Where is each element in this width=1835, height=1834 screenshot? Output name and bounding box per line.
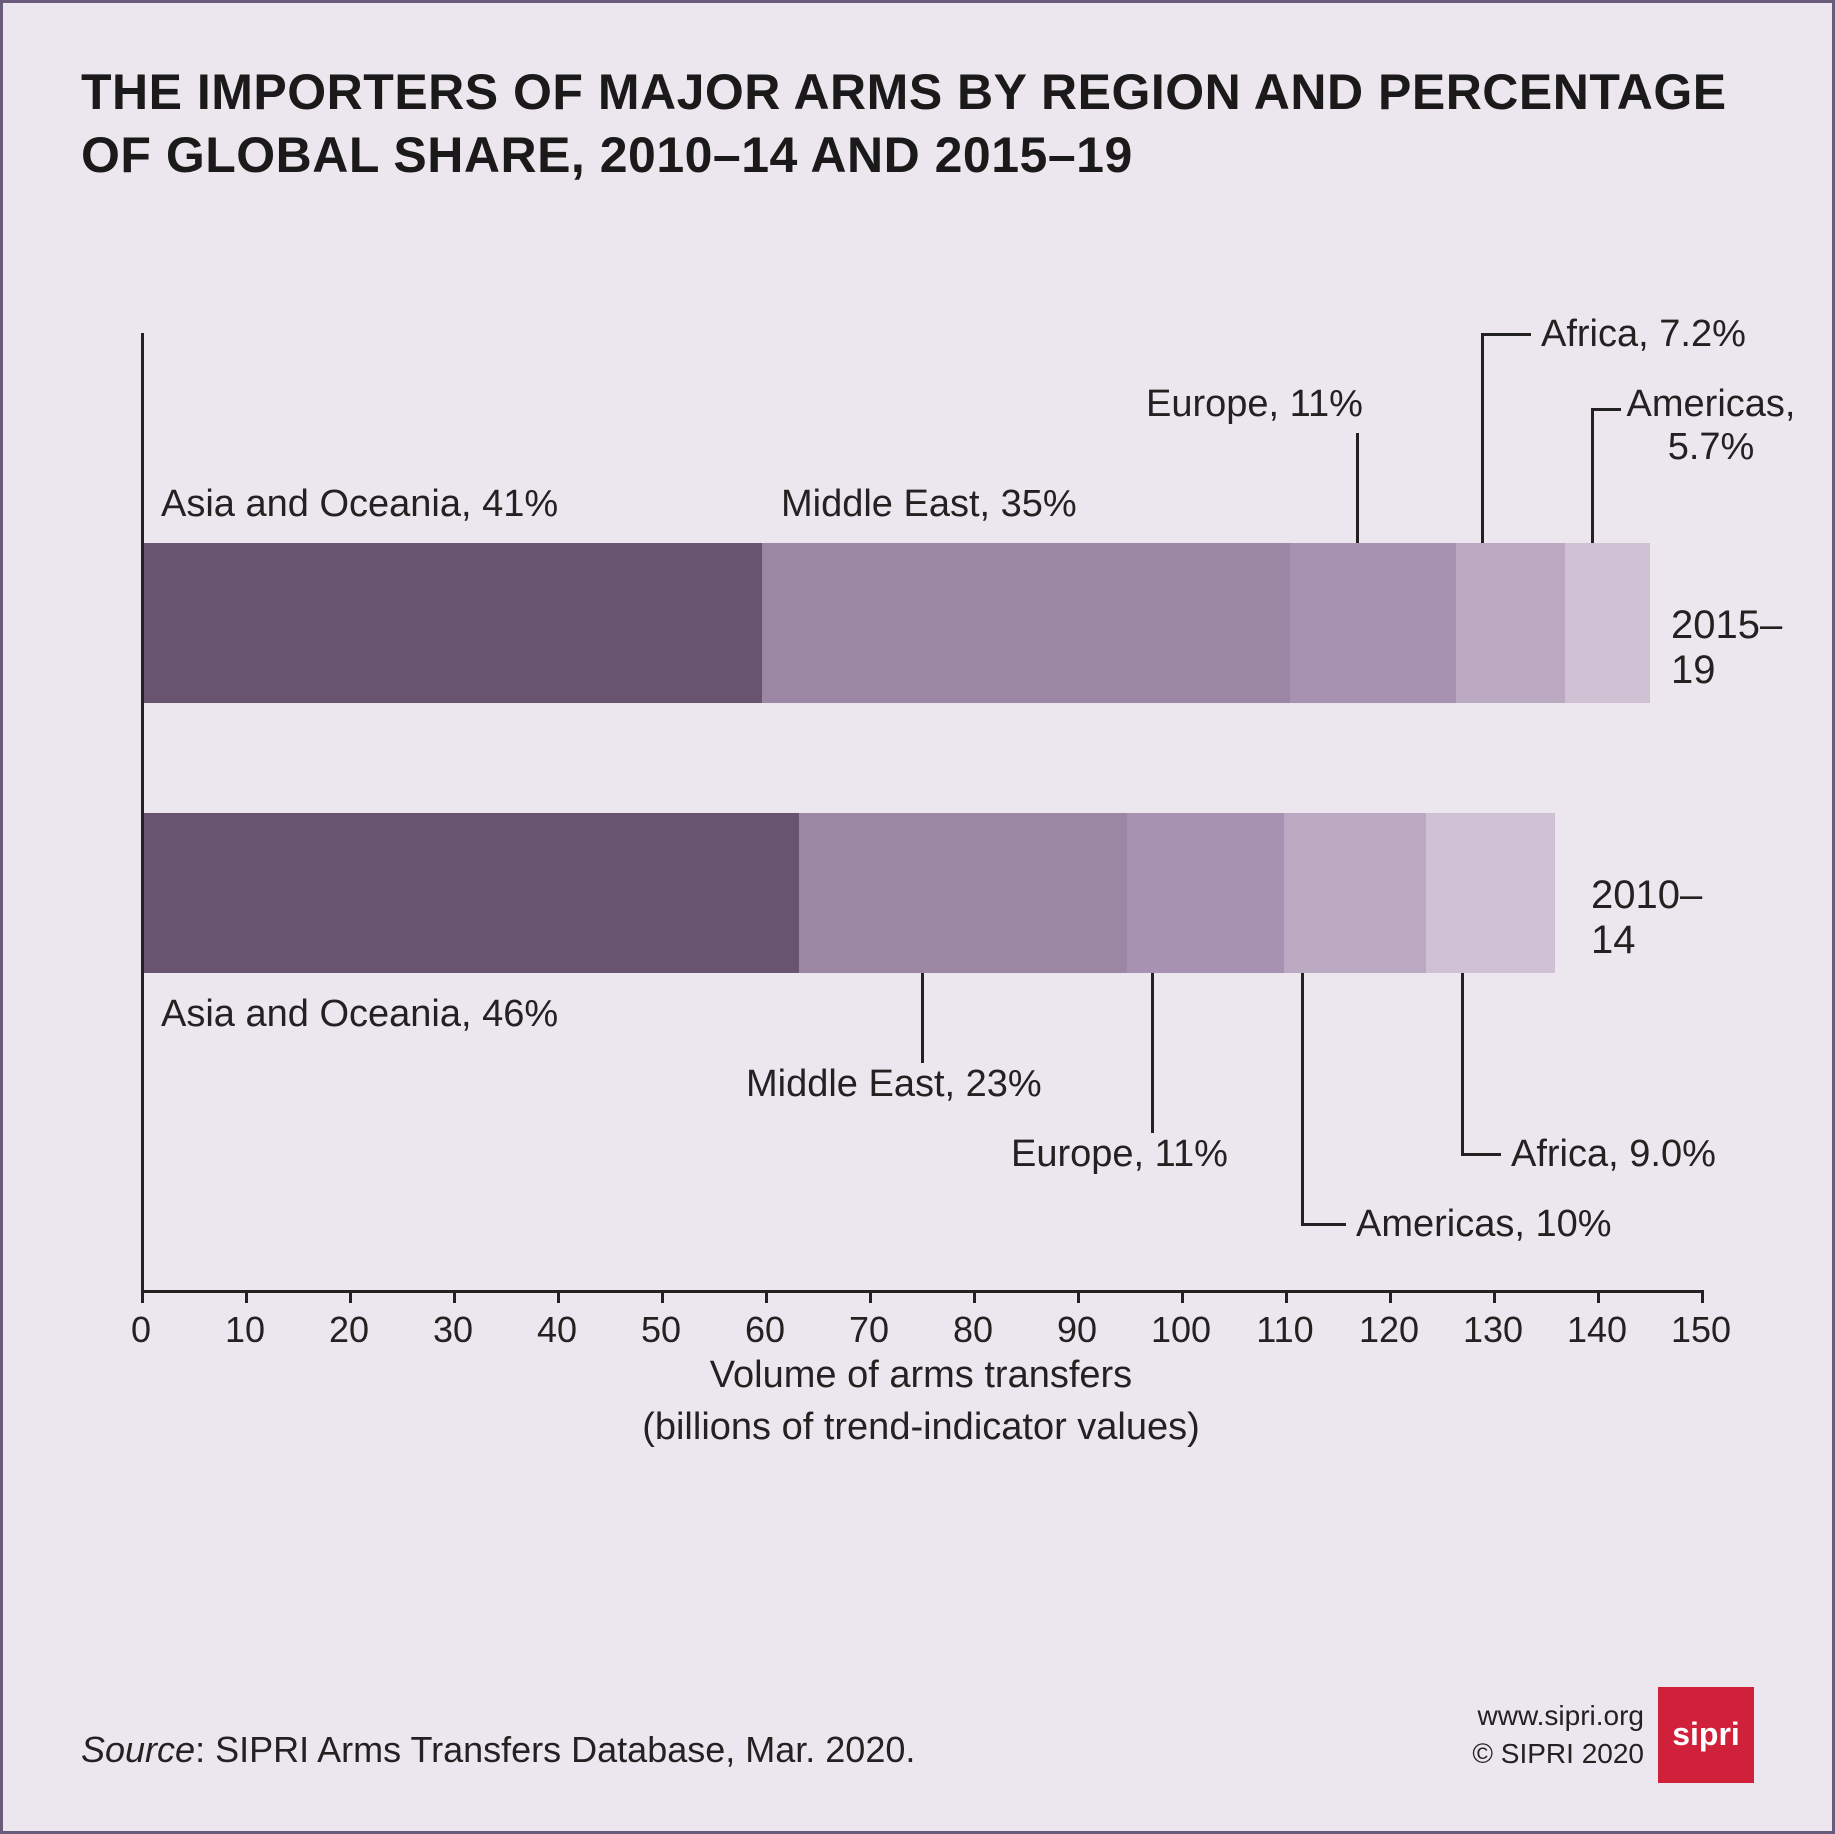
ann-me-2015: Middle East, 35% (781, 483, 1077, 526)
x-tick-label: 120 (1359, 1309, 1419, 1351)
source-text: : SIPRI Arms Transfers Database, Mar. 20… (195, 1729, 915, 1770)
source-prefix: Source (81, 1729, 195, 1770)
x-tick (557, 1290, 560, 1303)
ann-me-2010: Middle East, 23% (746, 1063, 1042, 1106)
brand-block: www.sipri.org © SIPRI 2020 sipri (1434, 1683, 1754, 1783)
x-tick (245, 1290, 248, 1303)
ann-asia-2010: Asia and Oceania, 46% (161, 993, 558, 1036)
leader-eu-2015 (1356, 433, 1359, 543)
period-label-2010-14: 2010–14 (1591, 873, 1702, 963)
x-tick-label: 70 (849, 1309, 889, 1351)
x-tick (1181, 1290, 1184, 1303)
x-tick-label: 90 (1057, 1309, 1097, 1351)
ann-af-2015: Africa, 7.2% (1541, 313, 1746, 356)
x-tick (141, 1290, 144, 1303)
bar-segment (1565, 543, 1651, 703)
bar-segment (1284, 813, 1426, 973)
x-tick-label: 80 (953, 1309, 993, 1351)
x-tick (973, 1290, 976, 1303)
chart-title: THE IMPORTERS OF MAJOR ARMS BY REGION AN… (81, 61, 1754, 186)
x-tick-label: 60 (745, 1309, 785, 1351)
x-tick (349, 1290, 352, 1303)
x-tick-label: 150 (1671, 1309, 1731, 1351)
bar-segment (1127, 813, 1284, 973)
leader-af-2010-v (1461, 973, 1464, 1153)
ann-asia-2015: Asia and Oceania, 41% (161, 483, 558, 526)
brand-copyright: © SIPRI 2020 (1472, 1735, 1644, 1773)
bar-segment (1290, 543, 1456, 703)
sipri-logo: sipri (1658, 1687, 1754, 1783)
x-tick-label: 0 (131, 1309, 151, 1351)
leader-af-2015-h (1481, 333, 1531, 336)
x-tick-label: 20 (329, 1309, 369, 1351)
leader-am-2010-h (1301, 1223, 1346, 1226)
x-tick (1701, 1290, 1704, 1303)
ann-am-2015: Americas, 5.7% (1611, 383, 1811, 469)
bar-2015-19 (144, 543, 1652, 703)
bar-segment (144, 543, 762, 703)
x-tick (1493, 1290, 1496, 1303)
x-tick-label: 100 (1151, 1309, 1211, 1351)
leader-me-2010 (921, 973, 924, 1063)
leader-af-2010-h (1461, 1153, 1501, 1156)
x-axis-title-line2: (billions of trend-indicator values) (642, 1406, 1200, 1448)
leader-am-2015-h (1591, 408, 1621, 411)
x-tick (1389, 1290, 1392, 1303)
leader-eu-2010 (1151, 973, 1154, 1133)
x-axis-title: Volume of arms transfers (billions of tr… (141, 1350, 1701, 1453)
x-tick-label: 130 (1463, 1309, 1523, 1351)
chart-plot-area: 0102030405060708090100110120130140150 Vo… (141, 333, 1701, 1433)
x-tick-label: 140 (1567, 1309, 1627, 1351)
bar-segment (144, 813, 799, 973)
x-tick-label: 40 (537, 1309, 577, 1351)
x-tick-label: 30 (433, 1309, 473, 1351)
leader-af-2015-v (1481, 333, 1484, 543)
x-tick (1285, 1290, 1288, 1303)
x-tick (661, 1290, 664, 1303)
x-tick (1597, 1290, 1600, 1303)
x-axis-title-line1: Volume of arms transfers (710, 1354, 1132, 1396)
bar-2010-14 (144, 813, 1569, 973)
x-tick (765, 1290, 768, 1303)
x-tick (1077, 1290, 1080, 1303)
bar-segment (762, 543, 1290, 703)
x-tick-label: 10 (225, 1309, 265, 1351)
leader-am-2010-v (1301, 973, 1304, 1223)
chart-frame: { "title": "THE IMPORTERS OF MAJOR ARMS … (0, 0, 1835, 1834)
bar-segment (1426, 813, 1554, 973)
ann-eu-2010: Europe, 11% (1011, 1133, 1228, 1176)
x-tick-label: 110 (1256, 1309, 1313, 1351)
x-axis-line (141, 1290, 1701, 1293)
bar-segment (799, 813, 1127, 973)
period-label-2015-19: 2015–19 (1671, 603, 1782, 693)
x-tick (453, 1290, 456, 1303)
x-tick-label: 50 (641, 1309, 681, 1351)
ann-af-2010: Africa, 9.0% (1511, 1133, 1716, 1176)
leader-am-2015-v (1591, 408, 1594, 543)
bar-segment (1456, 543, 1565, 703)
x-tick (869, 1290, 872, 1303)
ann-eu-2015: Europe, 11% (1146, 383, 1363, 426)
brand-url: www.sipri.org (1472, 1697, 1644, 1735)
ann-am-2010: Americas, 10% (1356, 1203, 1612, 1246)
